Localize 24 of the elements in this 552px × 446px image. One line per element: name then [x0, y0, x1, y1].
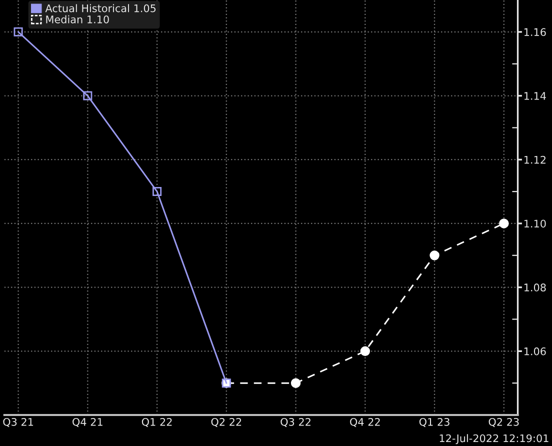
point — [83, 91, 92, 100]
y-tick-label: 1.08 — [524, 284, 546, 292]
point — [430, 250, 440, 260]
x-tick-label: Q4 21 — [72, 418, 102, 428]
x-tick-label: Q1 23 — [419, 418, 450, 428]
x-tick-label: Q3 22 — [280, 418, 310, 428]
x-tick-label: Q1 22 — [142, 418, 172, 428]
y-tick-label: 1.16 — [524, 28, 546, 36]
legend-label: Actual Historical 1.05 — [45, 4, 156, 12]
y-tick-label: 1.10 — [524, 220, 546, 228]
text: 12-Jul-2022 12:19:01 — [440, 434, 548, 444]
point — [152, 187, 162, 196]
y-tick-label: 1.12 — [524, 156, 546, 164]
legend-label: Median 1.10 — [46, 15, 109, 24]
point — [360, 346, 370, 356]
x-tick-label: Q2 23 — [488, 418, 519, 428]
point — [290, 378, 301, 388]
point — [499, 218, 509, 228]
x-tick-label: Q4 22 — [350, 418, 380, 428]
y-tick-label: 1.06 — [524, 347, 546, 356]
x-tick-label: Q2 22 — [211, 418, 242, 428]
y-tick-label: 1.14 — [524, 92, 546, 100]
point — [14, 27, 23, 36]
x-tick-label: Q3 21 — [3, 418, 34, 428]
